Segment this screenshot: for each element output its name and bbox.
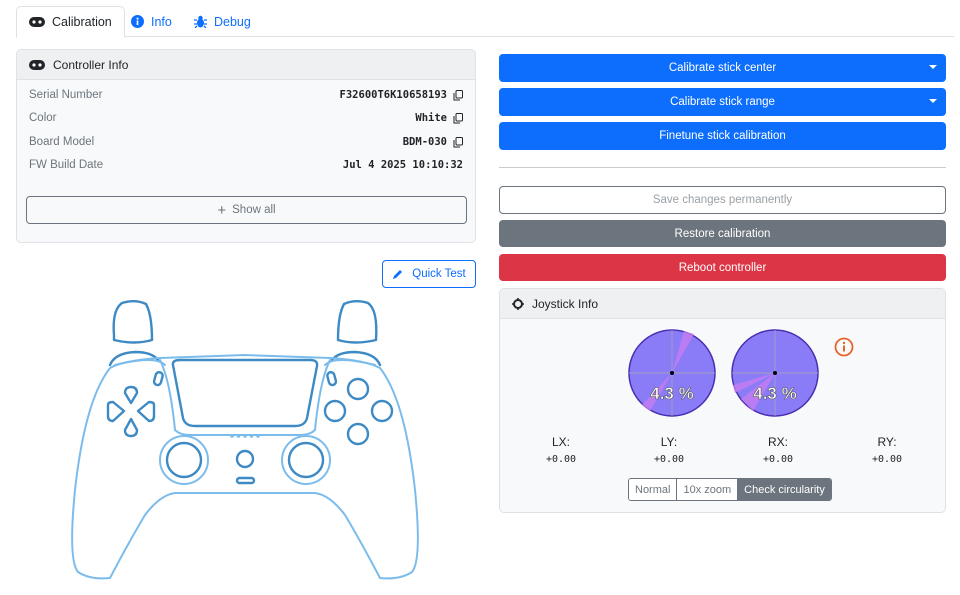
- calibrate-center-button[interactable]: Calibrate stick center: [499, 54, 946, 82]
- gamepad-icon: [29, 59, 45, 70]
- restore-button[interactable]: Restore calibration: [499, 220, 946, 247]
- gamepad-icon: [29, 17, 45, 27]
- row-label: FW Build Date: [29, 159, 104, 171]
- tab-debug[interactable]: Debug: [182, 6, 263, 37]
- right-button-small: [326, 371, 338, 387]
- divider: [499, 167, 946, 168]
- face-button-cross: [346, 422, 370, 446]
- pencil-icon: [393, 270, 403, 279]
- dpad: [106, 385, 156, 438]
- info-row-serial: Serial Number F32600T6K10658193: [29, 86, 463, 104]
- left-button-small: [152, 371, 164, 387]
- tab-label: Info: [151, 14, 172, 29]
- info-row-fw-date: FW Build Date Jul 4 2025 10:10:32: [29, 156, 463, 174]
- quick-test-button[interactable]: Quick Test: [382, 260, 476, 288]
- right-bumper: [330, 350, 382, 367]
- left-stick: [165, 441, 203, 479]
- button-label: Calibrate stick range: [670, 96, 775, 108]
- mute-button: [235, 476, 256, 485]
- left-stick-circle: 4.3 %: [628, 329, 716, 417]
- face-button-triangle: [346, 377, 370, 401]
- info-circle-icon: [131, 15, 144, 28]
- copy-icon[interactable]: [453, 89, 463, 101]
- mode-10x-zoom[interactable]: 10x zoom: [676, 479, 738, 500]
- row-value: F32600T6K10658193: [339, 89, 447, 101]
- calibrate-range-button[interactable]: Calibrate stick range: [499, 88, 946, 116]
- card-header: Controller Info: [17, 50, 475, 80]
- touchpad: [171, 358, 319, 428]
- reboot-button[interactable]: Reboot controller: [499, 254, 946, 281]
- row-label: Serial Number: [29, 89, 103, 101]
- button-label: Finetune stick calibration: [659, 130, 786, 142]
- right-stick-circle: 4.3 %: [731, 329, 819, 417]
- tab-bar: Calibration Info Debug: [16, 6, 954, 38]
- mode-check-circularity[interactable]: Check circularity: [737, 479, 831, 500]
- button-label: Show all: [232, 204, 276, 216]
- button-label: Restore calibration: [674, 227, 771, 240]
- controller-info-card: Controller Info Serial Number F32600T6K10…: [16, 49, 476, 243]
- tab-label: Debug: [214, 14, 251, 29]
- face-button-square: [323, 399, 347, 423]
- card-title: Joystick Info: [532, 296, 599, 311]
- face-button-circle: [370, 399, 394, 423]
- player-leds: [230, 434, 260, 438]
- row-value: White: [415, 112, 447, 124]
- bug-icon: [194, 15, 207, 28]
- copy-icon[interactable]: [453, 112, 463, 124]
- info-warning-icon[interactable]: [834, 337, 854, 357]
- caret-down-icon[interactable]: [929, 99, 937, 103]
- axis-ly: LY: +0.00: [653, 435, 685, 465]
- right-trigger: [336, 300, 378, 344]
- crosshair-icon: [512, 297, 524, 310]
- button-label: Calibrate stick center: [668, 62, 777, 74]
- show-all-button[interactable]: + Show all: [26, 196, 467, 224]
- finetune-button[interactable]: Finetune stick calibration: [499, 122, 946, 150]
- tab-calibration[interactable]: Calibration: [16, 6, 125, 38]
- tab-info[interactable]: Info: [119, 6, 184, 37]
- card-header: Joystick Info: [500, 289, 945, 319]
- button-label: Save changes permanently: [652, 194, 793, 206]
- display-mode-group: Normal 10x zoom Check circularity: [628, 478, 832, 501]
- tab-label: Calibration: [52, 15, 112, 29]
- copy-icon[interactable]: [453, 136, 463, 148]
- card-title: Controller Info: [53, 57, 129, 72]
- axis-lx: LX: +0.00: [545, 435, 577, 465]
- row-value: BDM-030: [402, 136, 447, 148]
- mode-normal[interactable]: Normal: [629, 479, 677, 500]
- axis-rx: RX: +0.00: [762, 435, 794, 465]
- controller-body: [71, 354, 419, 580]
- button-label: Reboot controller: [678, 261, 767, 274]
- row-label: Board Model: [29, 136, 95, 148]
- info-row-color: Color White: [29, 109, 463, 127]
- right-circularity-error: 4.3 %: [753, 384, 797, 404]
- right-stick: [287, 441, 325, 479]
- row-value: Jul 4 2025 10:10:32: [342, 159, 463, 171]
- save-button[interactable]: Save changes permanently: [499, 186, 946, 214]
- left-stick-plot: [628, 329, 716, 417]
- info-row-board-model: Board Model BDM-030: [29, 133, 463, 151]
- row-label: Color: [29, 112, 57, 124]
- button-label: Quick Test: [412, 268, 466, 280]
- left-bumper: [108, 350, 160, 367]
- ps-button: [235, 449, 255, 469]
- controller-diagram: [71, 300, 419, 580]
- caret-down-icon[interactable]: [929, 65, 937, 69]
- left-circularity-error: 4.3 %: [650, 384, 694, 404]
- left-trigger: [112, 300, 154, 344]
- axis-ry: RY: +0.00: [871, 435, 903, 465]
- plus-icon: +: [217, 201, 227, 219]
- joystick-info-card: Joystick Info 4.3 % 4.3 % LX: +0.00 LY: +0…: [499, 288, 946, 513]
- right-stick-plot: [731, 329, 819, 417]
